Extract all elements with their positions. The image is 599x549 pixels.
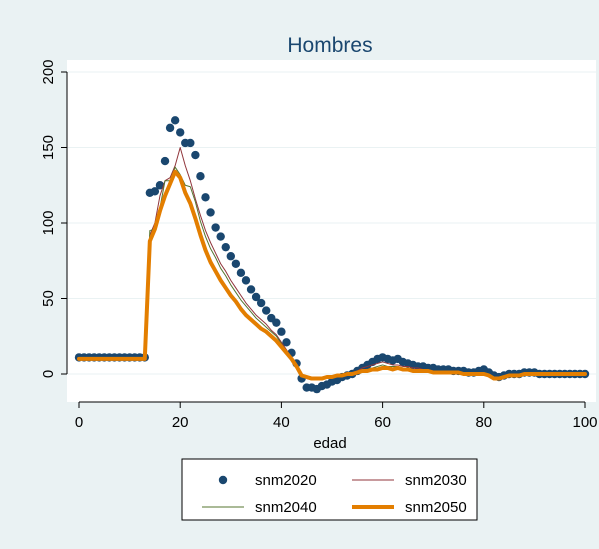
series-layer bbox=[74, 116, 590, 394]
data-point-snm2020 bbox=[201, 193, 210, 202]
series-line-snm2050 bbox=[77, 169, 587, 381]
data-point-snm2020 bbox=[221, 242, 230, 252]
y-tick-label: 0 bbox=[40, 370, 57, 378]
x-tick-label: 20 bbox=[172, 414, 189, 431]
data-point-snm2020 bbox=[246, 285, 256, 294]
x-tick-label: 40 bbox=[273, 414, 290, 431]
y-tick-label: 50 bbox=[40, 290, 57, 307]
data-point-snm2020 bbox=[155, 181, 165, 190]
x-axis-title: edad bbox=[313, 435, 346, 452]
x-tick-label: 100 bbox=[572, 414, 597, 431]
legend-label-snm2030: snm2030 bbox=[405, 472, 467, 489]
data-point-snm2020 bbox=[206, 208, 215, 217]
gridlines bbox=[67, 71, 596, 375]
legend-items: snm2020 snm2030 snm2040 snm2050 bbox=[202, 472, 467, 516]
data-point-snm2020 bbox=[196, 171, 205, 181]
data-point-snm2020 bbox=[191, 150, 200, 160]
y-tick-label: 200 bbox=[40, 59, 57, 84]
legend: snm2020 snm2030 snm2040 snm2050 bbox=[181, 458, 478, 521]
y-tick-label: 150 bbox=[40, 135, 57, 160]
data-point-snm2020 bbox=[262, 306, 271, 315]
legend-label-snm2040: snm2040 bbox=[255, 499, 317, 516]
y-tick-label: 100 bbox=[40, 210, 57, 235]
data-point-snm2020 bbox=[160, 156, 170, 166]
x-tick-label: 0 bbox=[75, 414, 83, 431]
data-point-snm2020 bbox=[236, 268, 246, 278]
data-point-snm2020 bbox=[226, 252, 235, 261]
x-tick-label: 80 bbox=[475, 414, 492, 431]
data-point-snm2020 bbox=[211, 223, 220, 232]
legend-box bbox=[181, 458, 478, 521]
axes: 0 50 100 150 200 0 20 40 60 80 100 bbox=[40, 59, 598, 431]
data-point-snm2020 bbox=[165, 123, 175, 133]
legend-label-snm2050: snm2050 bbox=[405, 499, 467, 516]
data-point-snm2020 bbox=[216, 232, 225, 241]
legend-label-snm2020: snm2020 bbox=[255, 472, 317, 489]
data-point-snm2020 bbox=[231, 259, 241, 268]
data-point-snm2020 bbox=[277, 327, 286, 336]
data-point-snm2020 bbox=[256, 298, 266, 308]
data-point-snm2020 bbox=[170, 116, 180, 125]
data-point-snm2020 bbox=[241, 276, 251, 285]
data-point-snm2020 bbox=[272, 318, 281, 327]
data-point-snm2020 bbox=[282, 338, 291, 347]
x-tick-label: 60 bbox=[374, 414, 391, 431]
data-point-snm2020 bbox=[150, 187, 160, 196]
chart-title: Hombres bbox=[287, 34, 372, 57]
data-point-snm2020 bbox=[176, 128, 185, 137]
legend-marker-snm2020 bbox=[218, 475, 228, 485]
data-point-snm2020 bbox=[186, 138, 195, 148]
data-point-snm2020 bbox=[251, 292, 261, 302]
